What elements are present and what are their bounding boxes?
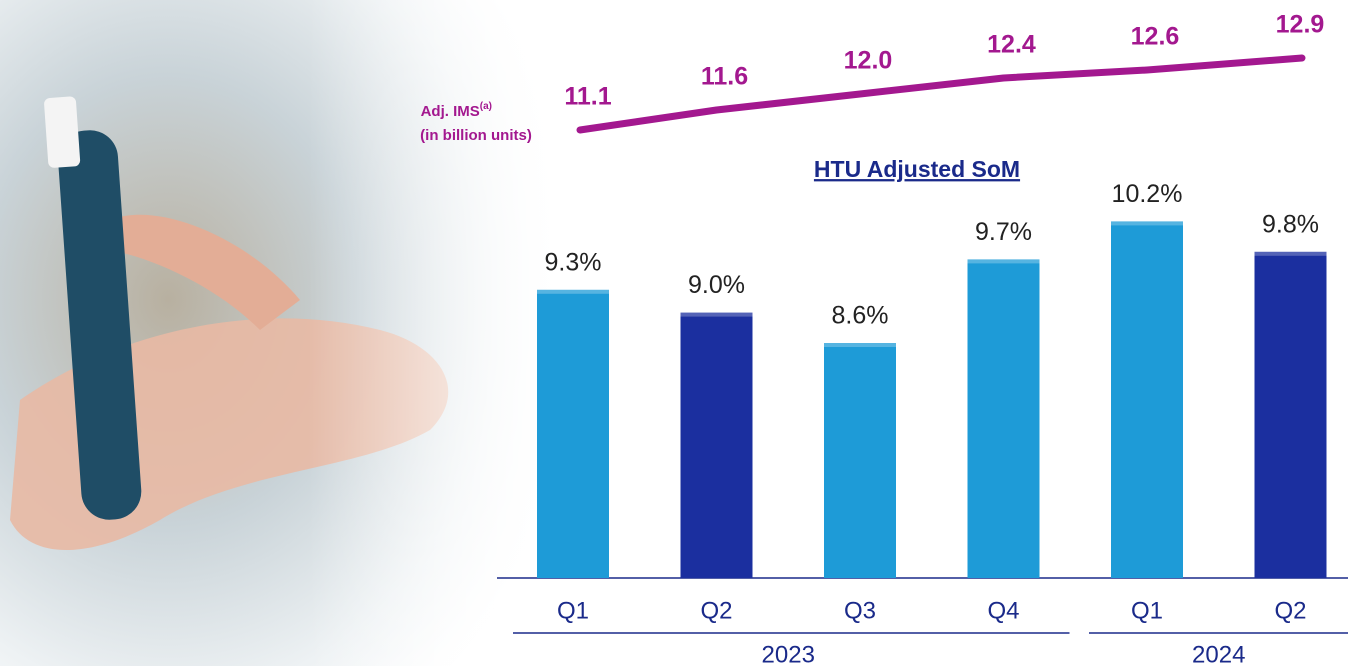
value-label: 10.2%: [1112, 180, 1183, 208]
bar: [968, 259, 1040, 578]
x-tick-label: Q4: [987, 597, 1019, 624]
x-tick-label: Q1: [557, 597, 589, 624]
bar-highlight: [537, 290, 609, 294]
bar-highlight: [968, 259, 1040, 263]
chart: Adj. IMS(a) (in billion units) HTU Adjus…: [0, 0, 1348, 666]
bar: [1111, 221, 1183, 578]
value-label: 9.8%: [1262, 210, 1319, 238]
photo: [0, 0, 560, 666]
x-tick-label: Q1: [1131, 597, 1163, 624]
bar-highlight: [824, 343, 896, 347]
value-label: 12.6: [1131, 23, 1180, 51]
value-label: 8.6%: [832, 302, 889, 330]
bar-highlight: [1111, 221, 1183, 225]
bar: [537, 290, 609, 578]
bar-highlight: [1255, 252, 1327, 256]
value-label: 11.1: [564, 83, 611, 111]
x-tick-label: Q2: [700, 597, 732, 624]
bar-title: HTU Adjusted SoM: [814, 156, 1020, 182]
bar-highlight: [681, 313, 753, 317]
x-tick-label: Q2: [1274, 597, 1306, 624]
slide: Adj. IMS(a) (in billion units) HTU Adjus…: [0, 0, 1348, 666]
group-label: 2024: [1192, 641, 1245, 666]
line-label-note: (a): [480, 101, 492, 112]
value-label: 12.9: [1276, 11, 1325, 39]
line: [580, 58, 1302, 130]
value-label: 9.3%: [545, 248, 602, 276]
x-tick-label: Q3: [844, 597, 876, 624]
line-label-text: Adj. IMS: [421, 103, 480, 120]
bar: [681, 313, 753, 578]
value-label: 9.7%: [975, 218, 1032, 246]
value-label: 11.6: [701, 63, 748, 91]
line-units: (in billion units): [420, 127, 532, 144]
value-label: 9.0%: [688, 271, 745, 299]
value-label: 12.0: [844, 47, 893, 75]
value-label: 12.4: [987, 31, 1036, 59]
bar: [1255, 252, 1327, 578]
group-label: 2023: [762, 641, 815, 666]
bar: [824, 343, 896, 578]
